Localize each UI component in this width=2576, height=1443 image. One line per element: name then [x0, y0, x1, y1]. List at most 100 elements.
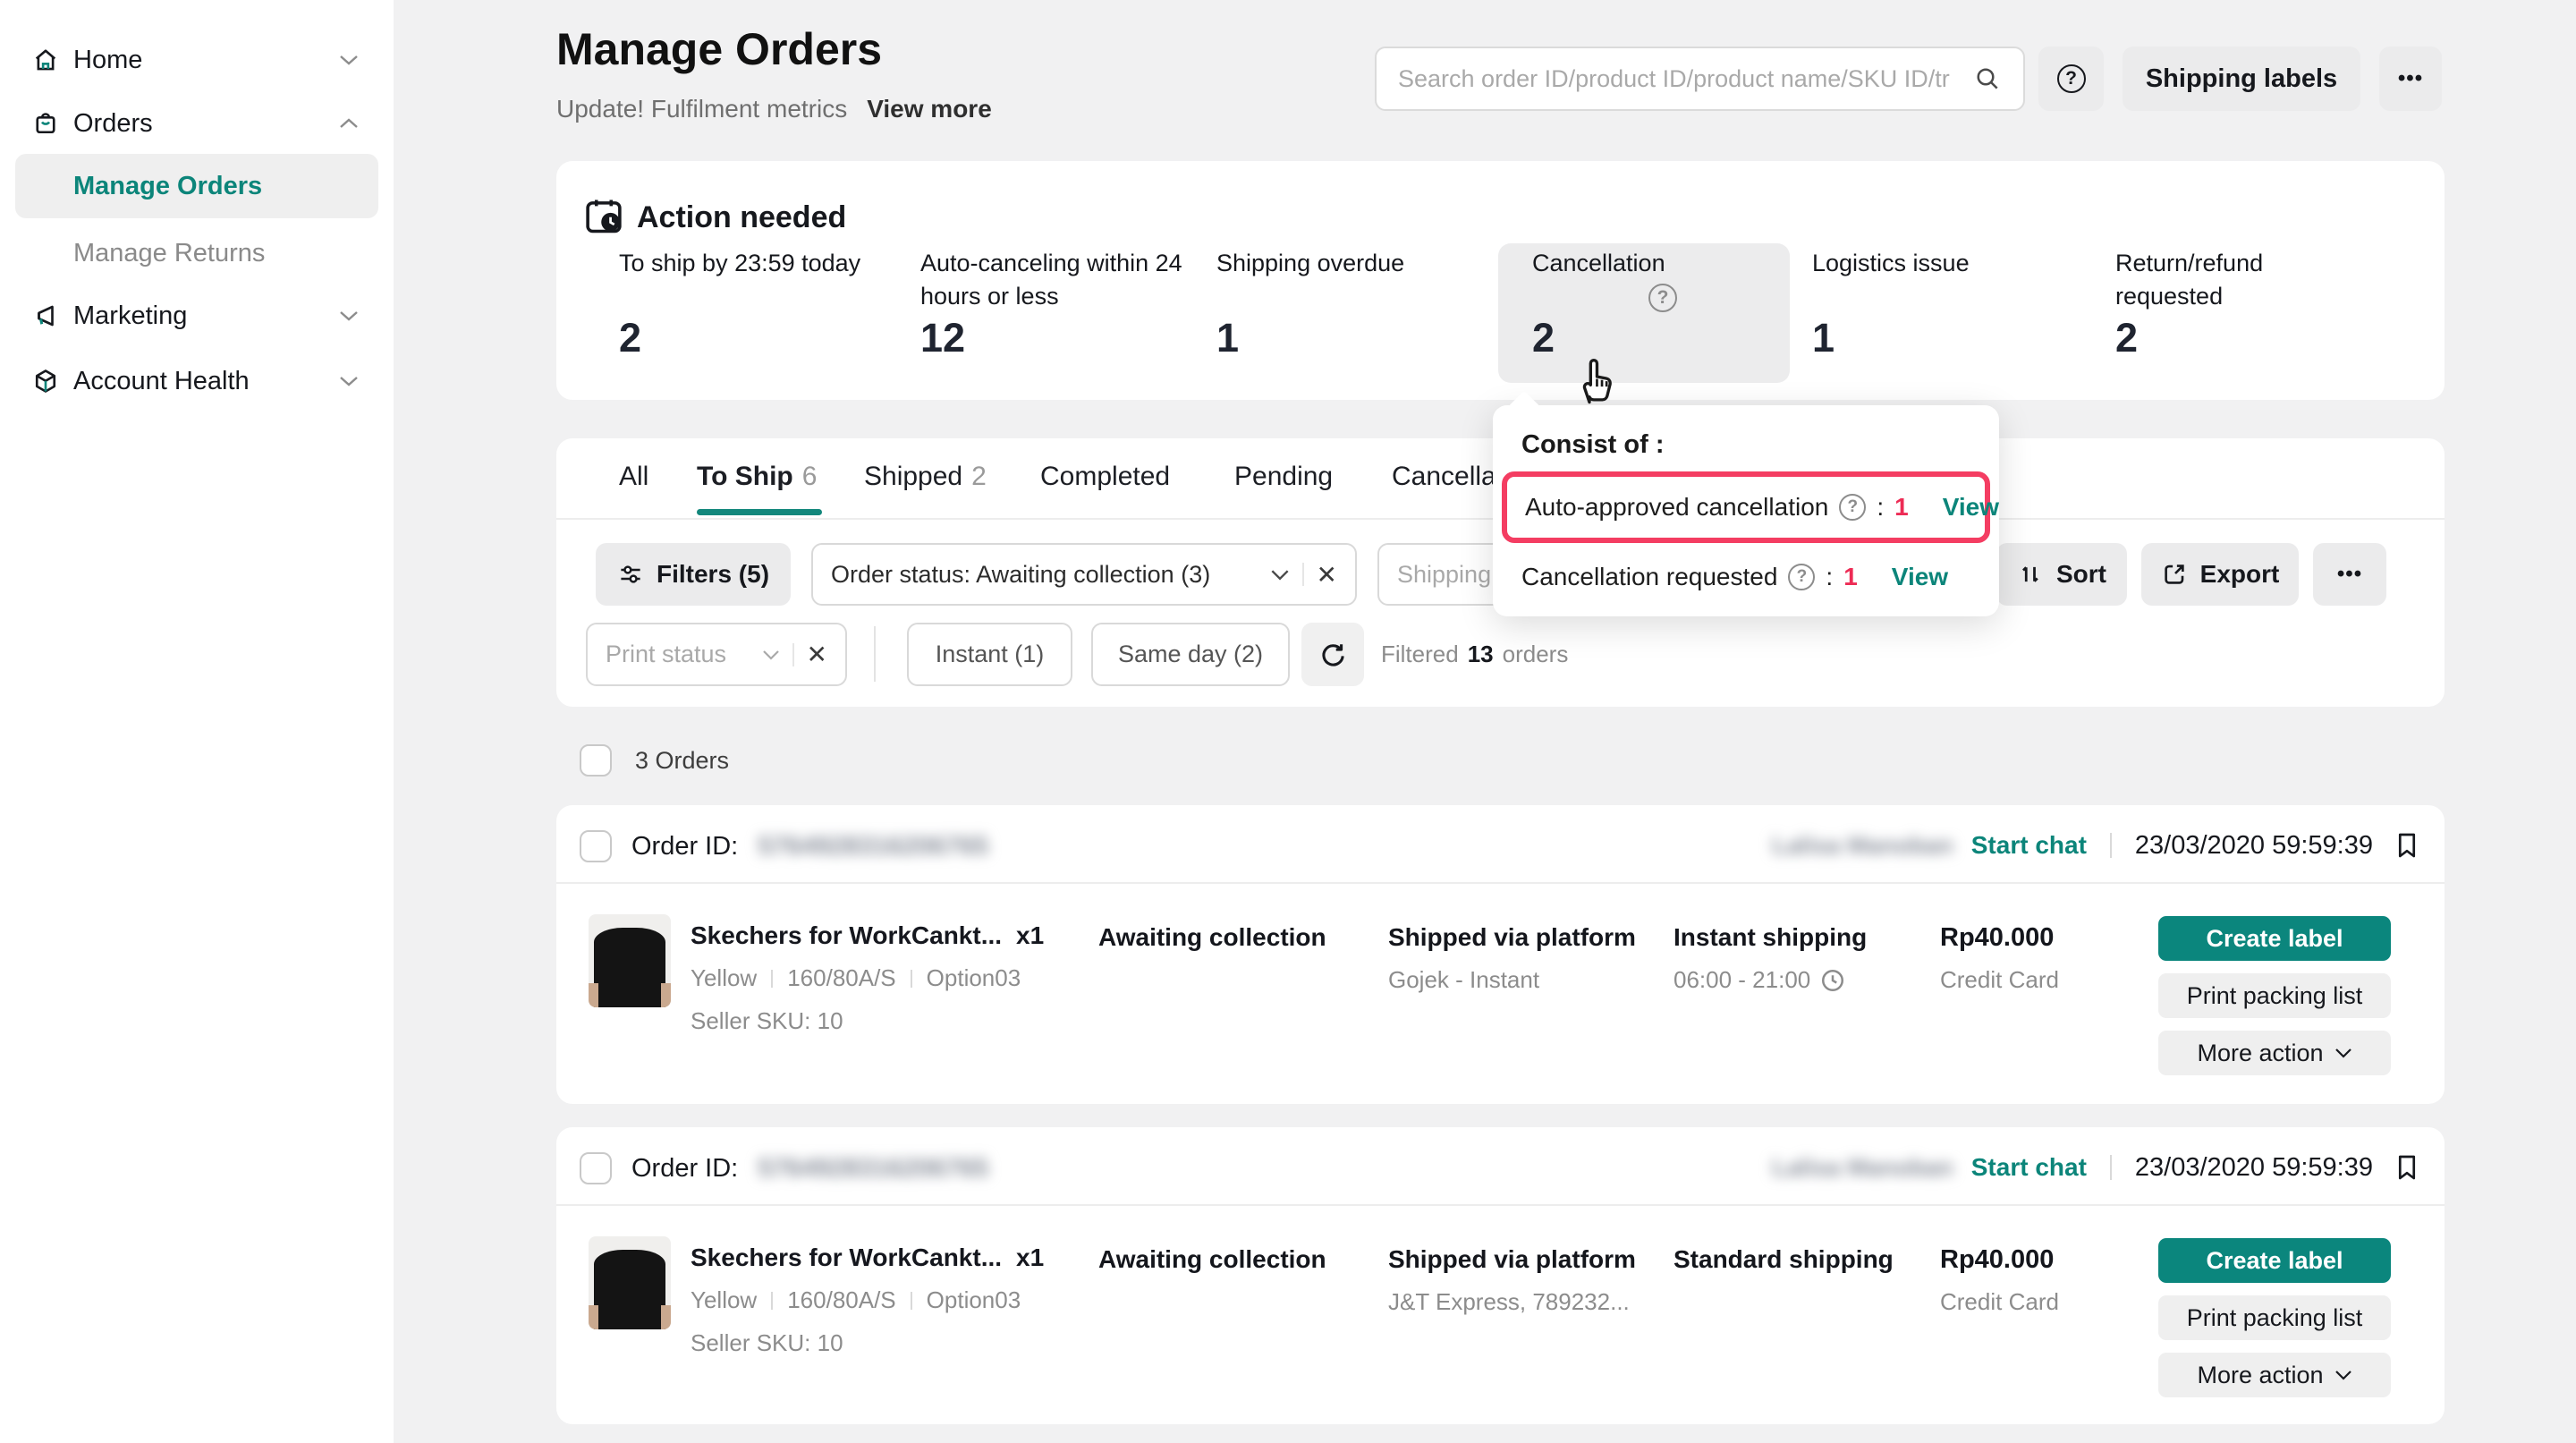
sidebar-item-label: Manage Orders [73, 171, 263, 200]
popup-row-label: Auto-approved cancellation [1525, 493, 1829, 521]
instant-filter-chip[interactable]: Instant (1) [907, 623, 1072, 686]
stat-value: 12 [920, 315, 966, 361]
chip-label: Same day (2) [1117, 641, 1264, 667]
cancellation-popup: Consist of : Auto-approved cancellation … [1493, 390, 1999, 616]
reset-filters-button[interactable] [1301, 623, 1364, 686]
sidebar-item-home[interactable]: Home [0, 34, 394, 86]
tab-all[interactable]: All [619, 462, 648, 492]
export-icon [2161, 561, 2188, 588]
more-action-button[interactable]: More action [2158, 1031, 2391, 1075]
order-header-divider [556, 882, 2445, 884]
search-input[interactable]: Search order ID/product ID/product name/… [1375, 47, 2025, 111]
shipping-labels-label: Shipping labels [2145, 64, 2338, 93]
sidebar-item-manage-orders[interactable]: Manage Orders [15, 154, 378, 218]
close-icon[interactable]: ✕ [1316, 560, 1337, 589]
chevron-down-icon[interactable] [762, 649, 780, 660]
tab-label: Completed [1040, 462, 1171, 491]
filters-label: Filters (5) [656, 560, 770, 588]
view-link[interactable]: View [1891, 563, 1949, 590]
stat-return-refund[interactable]: Return/refund requested [2115, 247, 2299, 313]
order-header: Order ID: 5764928316206765 Lalisa Manoba… [556, 1127, 2445, 1204]
help-button[interactable]: ? [2038, 47, 2104, 111]
stat-auto-canceling[interactable]: Auto-canceling within 24 hours or less [920, 247, 1220, 313]
start-chat-link[interactable]: Start chat [1970, 831, 2087, 859]
sidebar-item-label: Home [73, 45, 143, 74]
print-status-filter-chip[interactable]: Print status ✕ [586, 623, 847, 686]
order-id-label: Order ID: [631, 831, 739, 861]
sidebar-item-manage-returns[interactable]: Manage Returns [0, 231, 394, 276]
help-icon[interactable]: ? [1648, 284, 1677, 312]
payment-method: Credit Card [1940, 1288, 2059, 1315]
chip-divider [1301, 563, 1304, 586]
sidebar-item-label: Orders [73, 108, 153, 138]
clock-icon [1819, 967, 1846, 994]
start-chat-link[interactable]: Start chat [1970, 1153, 2087, 1181]
sort-button[interactable]: Sort [1996, 543, 2127, 606]
stat-logistics-issue[interactable]: Logistics issue [1812, 247, 2063, 280]
order-checkbox[interactable] [580, 830, 612, 862]
sidebar-item-marketing[interactable]: Marketing [0, 290, 394, 342]
sidebar-item-orders[interactable]: Orders [0, 98, 394, 149]
mouse-cursor-hand-icon [1571, 354, 1619, 406]
auto-approved-cancellation-row-highlight: Auto-approved cancellation ? : 1 View [1502, 471, 1999, 543]
filters-icon [617, 561, 644, 588]
bookmark-icon[interactable] [2393, 1152, 2421, 1183]
product-name[interactable]: Skechers for WorkCankt... [691, 921, 1003, 949]
product-specs: Yellow 160/80A/S Option03 [691, 1286, 1021, 1313]
order-status-filter-chip[interactable]: Order status: Awaiting collection (3) ✕ [811, 543, 1357, 606]
more-action-button[interactable]: More action [2158, 1353, 2391, 1397]
buyer-name: Lalisa Manoban [1772, 1153, 1953, 1181]
view-more-link[interactable]: View more [867, 95, 992, 123]
orders-icon [32, 110, 59, 137]
same-day-filter-chip[interactable]: Same day (2) [1091, 623, 1290, 686]
tab-pending[interactable]: Pending [1234, 462, 1333, 492]
page-title: Manage Orders [556, 24, 883, 74]
shipping-labels-button[interactable]: Shipping labels [2123, 47, 2360, 111]
chevron-down-icon [338, 375, 360, 387]
stat-to-ship[interactable]: To ship by 23:59 today [619, 247, 887, 280]
create-label-button[interactable]: Create label [2158, 1238, 2391, 1283]
product-qty: x1 [1016, 1244, 1045, 1271]
help-icon[interactable]: ? [1788, 564, 1816, 590]
action-needed-title: Action needed [637, 200, 847, 234]
auto-approved-cancellation-row: Auto-approved cancellation ? : 1 View [1525, 493, 2000, 521]
payment-method: Credit Card [1940, 966, 2059, 993]
chip-label: Instant (1) [935, 641, 1045, 667]
chevron-down-icon [2334, 1370, 2352, 1380]
filters-button[interactable]: Filters (5) [596, 543, 791, 606]
header-more-button[interactable]: ••• [2379, 47, 2442, 111]
create-label-button[interactable]: Create label [2158, 916, 2391, 961]
page-subtitle: Update! Fulfilment metrics View more [556, 95, 992, 123]
toolbar-more-button[interactable]: ••• [2313, 543, 2386, 606]
bookmark-icon[interactable] [2393, 830, 2421, 861]
stat-shipping-overdue[interactable]: Shipping overdue [1216, 247, 1485, 280]
orders-select-bar: 3 Orders [580, 744, 729, 777]
ellipsis-icon: ••• [2336, 562, 2363, 586]
order-checkbox[interactable] [580, 1152, 612, 1184]
export-button[interactable]: Export [2141, 543, 2299, 606]
sidebar-item-account-health[interactable]: Account Health [0, 355, 394, 407]
select-all-checkbox[interactable] [580, 744, 612, 777]
view-link[interactable]: View [1942, 493, 2000, 521]
tab-to-ship[interactable]: To Ship 6 [697, 462, 818, 491]
print-packing-list-button[interactable]: Print packing list [2158, 973, 2391, 1018]
help-icon: ? [2056, 64, 2086, 93]
stat-value: 1 [1216, 315, 1240, 361]
search-icon [1973, 64, 2002, 93]
product-image[interactable] [589, 914, 671, 1007]
cancellation-stat-highlight[interactable] [1498, 243, 1790, 383]
help-icon[interactable]: ? [1839, 494, 1867, 521]
tab-shipped[interactable]: Shipped 2 [864, 462, 987, 491]
print-packing-list-button[interactable]: Print packing list [2158, 1295, 2391, 1340]
product-image[interactable] [589, 1236, 671, 1329]
tab-label: To Ship [697, 462, 793, 491]
chevron-down-icon[interactable] [1270, 569, 1290, 581]
stat-cancellation[interactable]: Cancellation ? [1532, 247, 1765, 312]
tab-label: Pending [1234, 462, 1334, 491]
tab-completed[interactable]: Completed [1040, 462, 1170, 492]
product-name[interactable]: Skechers for WorkCankt... [691, 1244, 1003, 1271]
stat-value: 2 [2115, 315, 2139, 361]
product-sku: Seller SKU: 10 [691, 1007, 843, 1034]
close-icon[interactable]: ✕ [806, 641, 827, 668]
